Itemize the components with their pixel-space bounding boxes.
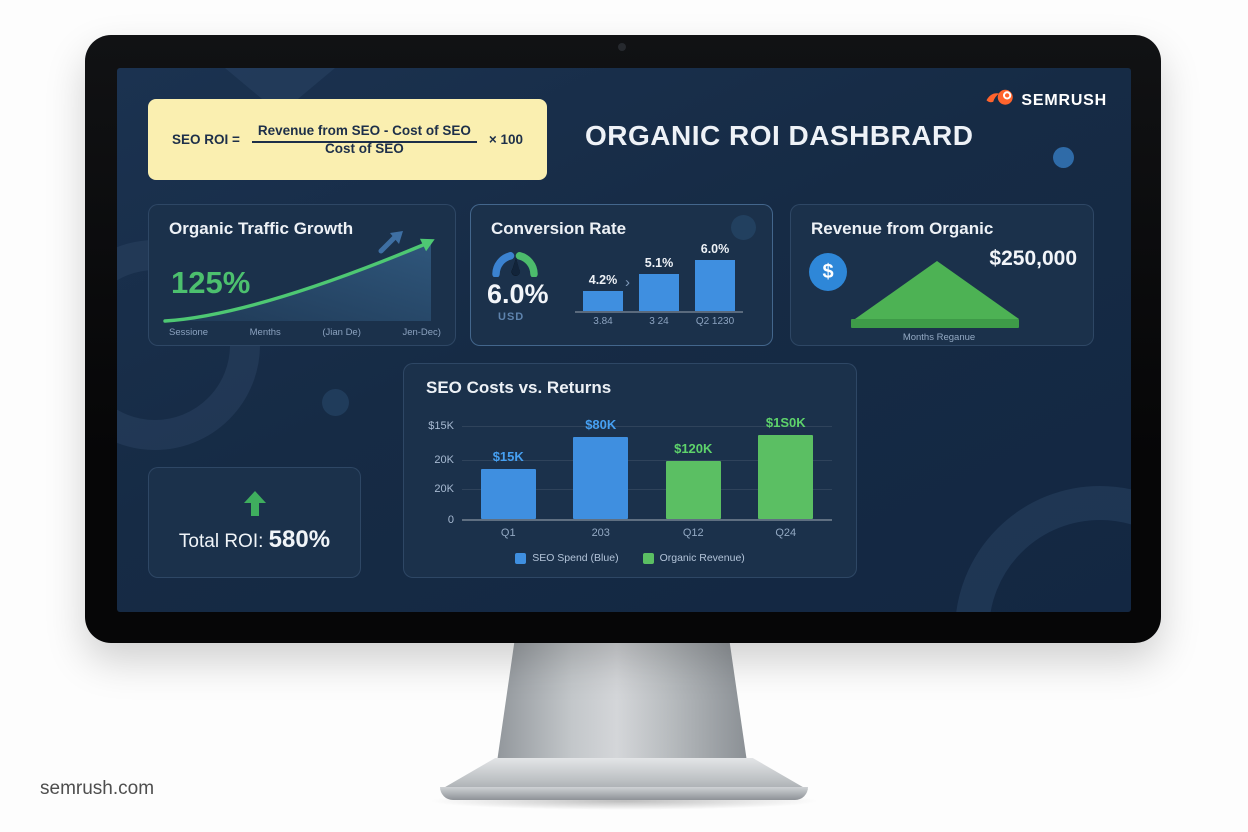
- card-title: Conversion Rate: [491, 219, 627, 238]
- x-label: (Jian De): [322, 327, 361, 338]
- conversion-mini-chart: › 4.2% 5.1% 6.0% 3.84 3 24 Q2 1230: [575, 231, 743, 331]
- bar: [758, 435, 814, 519]
- bar: [583, 291, 623, 311]
- revenue-axis-label: Months Reganue: [902, 332, 976, 343]
- conversion-bars: › 4.2% 5.1% 6.0%: [575, 231, 743, 313]
- seo-bar-column: $80K: [555, 417, 648, 519]
- monitor-stand-base: [440, 758, 808, 790]
- gridline: [462, 460, 832, 461]
- bar: [695, 260, 735, 311]
- chart-title: SEO Costs vs. Returns: [426, 378, 612, 397]
- x-label: Q2 1230: [695, 316, 735, 327]
- conversion-rate-unit: USD: [498, 311, 525, 323]
- webcam-dot: [618, 43, 626, 51]
- bar: [480, 469, 536, 519]
- seo-bars: $15K $80K $120K $1S0K: [462, 415, 832, 519]
- legend-item: SEO Spend (Blue): [515, 552, 619, 564]
- monitor-stand-base-lip: [440, 787, 808, 800]
- dollar-circle-icon: $: [809, 253, 847, 291]
- semrush-logo: SEMRUSH: [985, 88, 1107, 113]
- semrush-logo-text: SEMRUSH: [1021, 91, 1107, 109]
- legend-label: SEO Spend (Blue): [532, 552, 619, 564]
- card-title: Revenue from Organic: [811, 219, 994, 238]
- bar-value-label: 6.0%: [700, 242, 730, 256]
- total-roi-card: Total ROI: 580%: [148, 467, 361, 578]
- x-label: 203: [591, 527, 610, 539]
- x-label: 3.84: [593, 316, 613, 327]
- total-roi-text: Total ROI: 580%: [179, 526, 330, 554]
- mini-bar-column: 4.2%: [575, 273, 631, 311]
- decor-ring-bottom-right: [955, 486, 1131, 612]
- revenue-mountain-base: [851, 319, 1019, 328]
- bar-value-label: $15K: [492, 449, 524, 464]
- x-label: Q1: [500, 527, 516, 539]
- formula-lhs: SEO ROI =: [171, 132, 240, 147]
- revenue-from-organic-card: Revenue from Organic $ $250,000 Months R…: [790, 204, 1094, 346]
- formula-fraction: Revenue from SEO - Cost of SEO Cost of S…: [251, 123, 477, 156]
- seo-costs-vs-returns-card: SEO Costs vs. Returns $15K 20K 20K 0 $15…: [403, 363, 857, 578]
- dashboard-screen: SEO ROI = Revenue from SEO - Cost of SEO…: [117, 68, 1131, 612]
- gridline: [462, 426, 832, 427]
- seo-bar-column: $120K: [647, 441, 740, 519]
- bar-value-label: 4.2%: [588, 273, 618, 287]
- organic-traffic-growth-card: Organic Traffic Growth: [148, 204, 456, 346]
- formula-denominator: Cost of SEO: [324, 141, 404, 156]
- x-label: Q12: [682, 527, 704, 539]
- x-label: Jen-Dec): [402, 327, 441, 338]
- seo-bar-column: $1S0K: [740, 415, 833, 519]
- total-roi-value: 580%: [268, 526, 331, 553]
- legend-item: Organic Revenue): [642, 552, 745, 564]
- chart-legend: SEO Spend (Blue) Organic Revenue): [404, 552, 856, 564]
- bar: [573, 437, 629, 519]
- decor-dot: [322, 389, 349, 416]
- decor-dot-blue: [1053, 147, 1074, 168]
- formula-numerator: Revenue from SEO - Cost of SEO: [251, 123, 477, 143]
- bar: [665, 461, 721, 519]
- total-roi-label: Total ROI:: [178, 531, 269, 552]
- monitor-bezel: SEO ROI = Revenue from SEO - Cost of SEO…: [85, 35, 1161, 643]
- conversion-rate-card: Conversion Rate 6.0% USD › 4.2% 5.1% 6.0%: [470, 204, 773, 346]
- site-footer: semrush.com: [40, 778, 155, 799]
- revenue-value: $250,000: [989, 247, 1077, 270]
- conversion-rate-value: 6.0%: [487, 279, 549, 309]
- monitor-stand-neck: [497, 641, 747, 762]
- x-label: Sessione: [169, 327, 209, 338]
- bar-value-label: $80K: [585, 417, 617, 432]
- x-label: Menths: [249, 327, 281, 338]
- y-tick: 20K: [434, 454, 454, 466]
- x-label: Q24: [775, 527, 797, 539]
- legend-swatch-green: [642, 552, 654, 564]
- traffic-growth-value: 125%: [171, 265, 251, 300]
- mini-bar-column: 5.1%: [631, 256, 687, 311]
- bar: [639, 274, 679, 311]
- bar-value-label: 5.1%: [644, 256, 674, 270]
- revenue-mountain-shape: [855, 261, 1019, 319]
- y-tick: 20K: [434, 483, 454, 495]
- conversion-x-labels: 3.84 3 24 Q2 1230: [575, 316, 743, 327]
- seo-bar-column: $15K: [462, 449, 555, 519]
- seo-x-labels: Q1 203 Q12 Q24: [462, 527, 832, 539]
- semrush-flame-icon: [985, 88, 1015, 113]
- traffic-growth-chart: [163, 231, 435, 323]
- bar-value-label: $120K: [674, 441, 713, 456]
- x-label: 3 24: [649, 316, 669, 327]
- bar-value-label: $1S0K: [765, 415, 806, 430]
- page-title: ORGANIC ROI DASHBRARD: [585, 120, 974, 151]
- legend-label: Organic Revenue): [659, 552, 745, 564]
- mini-bar-column: 6.0%: [687, 242, 743, 311]
- gridline: [462, 489, 832, 490]
- decor-dot: [731, 215, 756, 240]
- y-tick: 0: [447, 514, 454, 526]
- seo-roi-formula-card: SEO ROI = Revenue from SEO - Cost of SEO…: [148, 99, 547, 180]
- traffic-x-labels: Sessione Menths (Jian De) Jen-Dec): [169, 327, 441, 338]
- gauge-icon: [491, 249, 539, 282]
- card-title: Organic Traffic Growth: [169, 219, 354, 238]
- trend-arrow-icon: ›: [625, 274, 630, 291]
- legend-swatch-blue: [515, 552, 527, 564]
- seo-plot-area: $15K $80K $120K $1S0K: [462, 415, 832, 521]
- y-tick: $15K: [428, 420, 454, 432]
- arrow-up-icon: [244, 491, 266, 517]
- formula-multiplier: × 100: [488, 132, 524, 147]
